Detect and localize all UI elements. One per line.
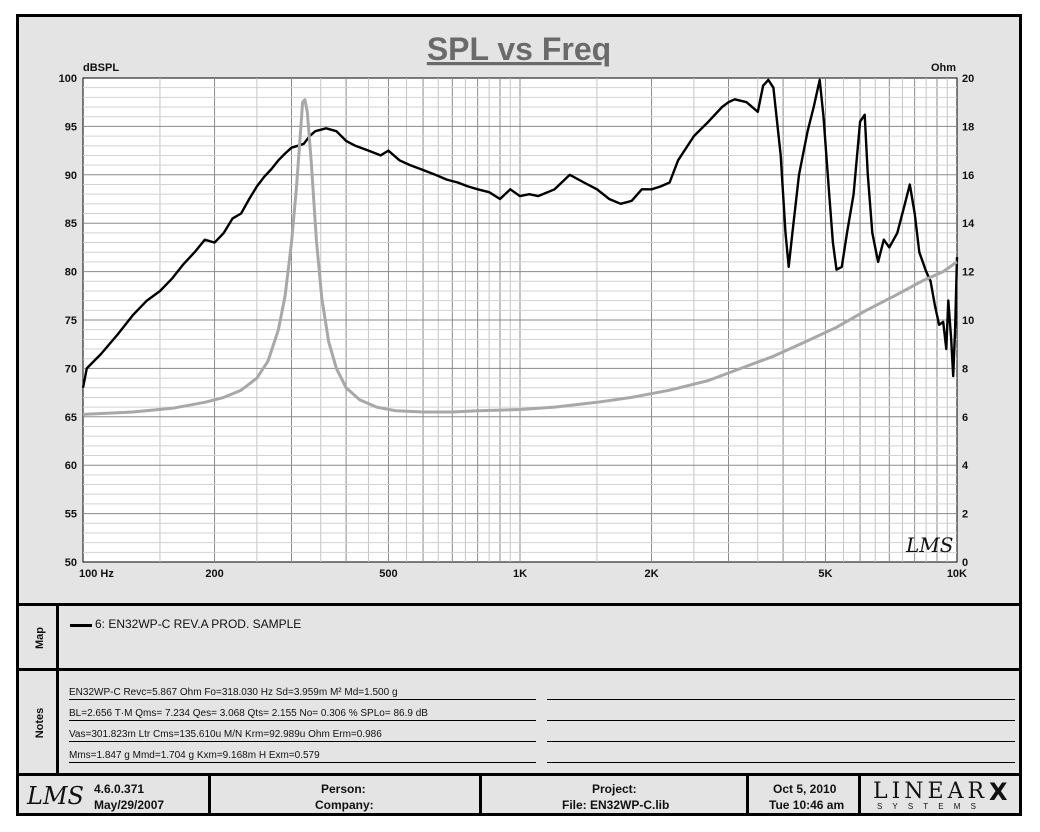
y-right-tick-label: 18 — [962, 121, 974, 133]
x-tick-label: 500 — [379, 568, 397, 580]
footer-brand-cell: LINEAR X S Y S T E M S — [861, 776, 1019, 813]
footer-company-label: Company: — [315, 798, 374, 812]
x-tick-label: 200 — [205, 568, 223, 580]
y-left-tick-label: 55 — [65, 509, 77, 521]
notes-line-1: EN32WP-C Revc=5.867 Ohm Fo=318.030 Hz Sd… — [69, 687, 398, 698]
notes-side-cell — [19, 671, 59, 773]
x-tick-label: 100 Hz — [79, 568, 114, 580]
spl-line — [81, 78, 959, 389]
x-tick-label: 1K — [513, 568, 527, 580]
legend-entry: 6: EN32WP-C REV.A PROD. SAMPLE — [95, 617, 302, 631]
footer-file-label: File: EN32WP-C.lib — [562, 798, 670, 812]
notes-rule — [547, 699, 1015, 700]
notes-line-4: Mms=1.847 g Mmd=1.704 g Kxm=9.168m H Exm… — [69, 750, 320, 761]
footer-lms-logo: LMS — [27, 782, 84, 810]
map-side-cell — [19, 606, 59, 668]
footer-date: Oct 5, 2010 — [773, 782, 837, 796]
y-right-tick-label: 0 — [962, 557, 968, 569]
footer-project-cell: Project: File: EN32WP-C.lib — [482, 776, 749, 813]
notes-rule — [69, 762, 536, 763]
y-right-tick-label: 20 — [962, 73, 974, 85]
y-right-tick-label: 14 — [962, 218, 975, 230]
y-left-tick-label: 90 — [65, 170, 77, 182]
grid — [83, 78, 957, 562]
chart-title: SPL vs Freq — [427, 31, 611, 67]
y-left-tick-label: 70 — [65, 363, 77, 375]
left-axis-label: dBSPL — [83, 62, 119, 74]
footer-time: Tue 10:46 am — [769, 798, 845, 812]
footer-person-cell: Person: Company: — [211, 776, 482, 813]
notes-rule — [547, 741, 1015, 742]
notes-panel: Notes EN32WP-C Revc=5.867 Ohm Fo=318.030… — [16, 668, 1022, 776]
map-label: Map — [34, 627, 46, 649]
y-right-tick-label: 10 — [962, 315, 974, 327]
y-right-tick-label: 8 — [962, 363, 968, 375]
y-left-tick-label: 85 — [65, 218, 77, 230]
legend-swatch — [70, 624, 92, 627]
x-tick-label: 5K — [818, 568, 832, 580]
y-right-tick-label: 12 — [962, 267, 974, 279]
axis-ticks: 50 55 60 65 70 75 80 85 90 95 100 0 2 4 6 8 10 12 14 16 18 20… — [59, 73, 975, 580]
notes-label: Notes — [34, 707, 46, 739]
footer-version-cell: LMS 4.6.0.371 May/29/2007 — [19, 776, 211, 813]
footer-person-label: Person: — [321, 782, 366, 796]
notes-rule — [547, 762, 1015, 763]
y-left-tick-label: 65 — [65, 412, 77, 424]
map-panel: Map 6: EN32WP-C REV.A PROD. SAMPLE — [16, 603, 1022, 671]
y-right-tick-label: 2 — [962, 509, 968, 521]
y-right-tick-label: 16 — [962, 170, 974, 182]
footer-version: 4.6.0.371 — [94, 782, 145, 796]
y-left-tick-label: 80 — [65, 267, 77, 279]
brand-systems: S Y S T E M S — [877, 802, 980, 811]
notes-rule — [69, 699, 536, 700]
footer-project-label: Project: — [592, 782, 637, 796]
footer-panel: LMS 4.6.0.371 May/29/2007 Person: Compan… — [16, 773, 1022, 816]
notes-line-3: Vas=301.823m Ltr Cms=135.610u M/N Krm=92… — [69, 729, 382, 740]
brand-linear: LINEAR — [873, 779, 989, 804]
right-axis-label: Ohm — [931, 62, 956, 74]
notes-line-2: BL=2.656 T·M Qms= 7.234 Qes= 3.068 Qts= … — [69, 708, 428, 719]
x-tick-label: 2K — [645, 568, 659, 580]
y-left-tick-label: 60 — [65, 460, 77, 472]
y-left-tick-label: 50 — [65, 557, 77, 569]
y-right-tick-label: 4 — [962, 460, 969, 472]
notes-rule — [547, 720, 1015, 721]
y-left-tick-label: 100 — [59, 73, 77, 85]
y-left-tick-label: 75 — [65, 315, 77, 327]
x-tick-label: 10K — [947, 568, 967, 580]
impedance-line — [82, 98, 958, 416]
lms-watermark: LMS — [905, 533, 953, 557]
footer-date-cell: Oct 5, 2010 Tue 10:46 am — [749, 776, 861, 813]
y-left-tick-label: 95 — [65, 121, 77, 133]
y-right-tick-label: 6 — [962, 412, 968, 424]
series-layer — [81, 78, 959, 416]
footer-version-date: May/29/2007 — [94, 798, 165, 812]
notes-rule — [69, 741, 536, 742]
notes-rule — [69, 720, 536, 721]
brand-x-logo: X — [989, 778, 1008, 806]
